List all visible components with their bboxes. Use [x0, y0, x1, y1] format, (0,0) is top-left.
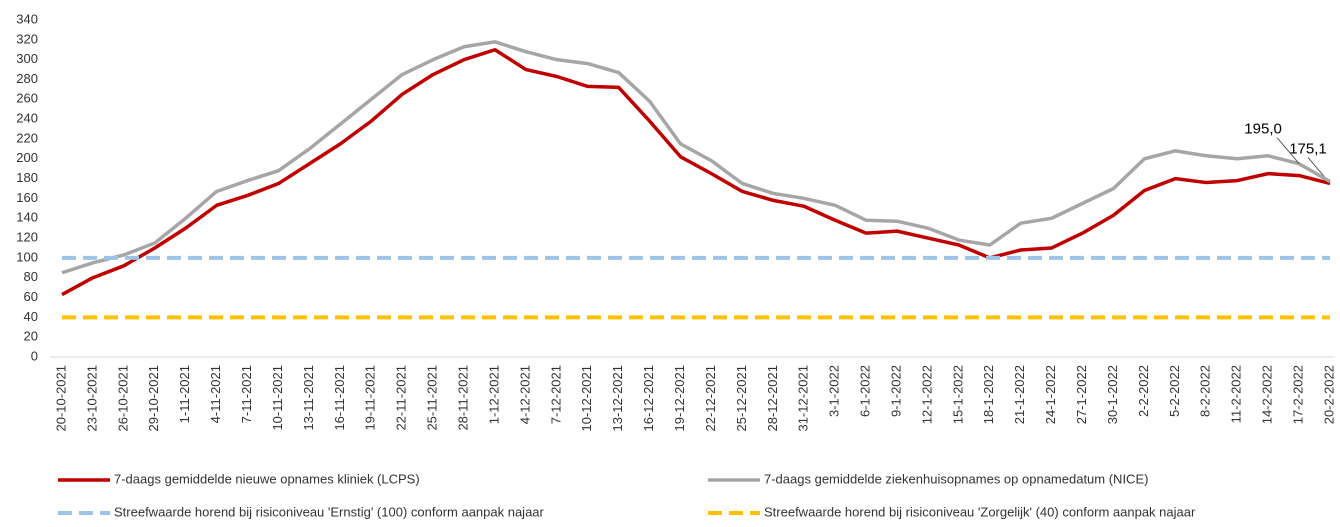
x-tick-label: 20-10-2021 — [53, 365, 68, 432]
x-tick-label: 25-12-2021 — [734, 365, 749, 432]
x-tick-label: 16-12-2021 — [641, 365, 656, 432]
x-tick-label: 7-12-2021 — [548, 365, 563, 424]
legend-label: 7-daags gemiddelde ziekenhuisopnames op … — [764, 471, 1148, 486]
x-tick-label: 16-11-2021 — [332, 365, 347, 431]
x-tick-label: 24-1-2022 — [1043, 365, 1058, 424]
x-tick-label: 19-12-2021 — [672, 365, 687, 432]
y-tick-label: 300 — [16, 51, 38, 66]
x-tick-label: 22-12-2021 — [703, 365, 718, 432]
value-label: 175,1 — [1289, 140, 1327, 157]
y-tick-label: 240 — [16, 111, 38, 126]
y-tick-label: 180 — [16, 170, 38, 185]
x-tick-label: 12-1-2022 — [919, 365, 934, 424]
y-tick-label: 160 — [16, 190, 38, 205]
y-tick-label: 20 — [24, 329, 38, 344]
y-tick-label: 200 — [16, 150, 38, 165]
x-tick-label: 6-1-2022 — [858, 365, 873, 417]
y-tick-label: 140 — [16, 210, 38, 225]
value-label: 195,0 — [1244, 121, 1282, 138]
x-tick-label: 22-11-2021 — [394, 365, 409, 431]
y-tick-label: 100 — [16, 249, 38, 264]
x-tick-label: 3-1-2022 — [827, 365, 842, 417]
x-tick-label: 21-1-2022 — [1012, 365, 1027, 424]
x-tick-label: 25-11-2021 — [425, 365, 440, 431]
x-tick-label: 15-1-2022 — [950, 365, 965, 424]
x-tick-label: 23-10-2021 — [84, 365, 99, 432]
x-tick-label: 5-2-2022 — [1167, 365, 1182, 417]
x-tick-label: 2-2-2022 — [1136, 365, 1151, 417]
x-tick-label: 27-1-2022 — [1074, 365, 1089, 424]
y-tick-label: 220 — [16, 130, 38, 145]
x-tick-label: 4-11-2021 — [208, 365, 223, 423]
y-tick-label: 40 — [24, 309, 38, 324]
x-tick-label: 14-2-2022 — [1260, 365, 1275, 424]
x-tick-label: 19-11-2021 — [363, 365, 378, 431]
series-line — [61, 47, 1331, 297]
x-tick-label: 1-11-2021 — [177, 365, 192, 423]
legend-label: 7-daags gemiddelde nieuwe opnames klinie… — [114, 471, 420, 486]
x-tick-label: 31-12-2021 — [796, 365, 811, 432]
x-tick-label: 29-10-2021 — [146, 365, 161, 432]
x-tick-label: 10-12-2021 — [579, 365, 594, 432]
x-tick-label: 10-11-2021 — [270, 365, 285, 431]
x-tick-label: 13-12-2021 — [610, 365, 625, 432]
x-tick-label: 26-10-2021 — [115, 365, 130, 432]
y-tick-label: 120 — [16, 229, 38, 244]
series-line — [61, 40, 1331, 275]
x-tick-label: 1-12-2021 — [486, 365, 501, 424]
x-tick-label: 20-2-2022 — [1321, 365, 1336, 424]
x-tick-label: 4-12-2021 — [517, 365, 532, 424]
x-tick-label: 18-1-2022 — [981, 365, 996, 424]
legend-label: Streefwaarde horend bij risiconiveau 'Zo… — [764, 504, 1196, 519]
x-tick-label: 7-11-2021 — [239, 365, 254, 423]
y-tick-label: 60 — [24, 289, 38, 304]
legend-label: Streefwaarde horend bij risiconiveau 'Er… — [114, 504, 545, 519]
y-tick-label: 340 — [16, 11, 38, 26]
x-tick-label: 17-2-2022 — [1291, 365, 1306, 424]
x-tick-label: 30-1-2022 — [1105, 365, 1120, 424]
x-tick-label: 8-2-2022 — [1198, 365, 1213, 417]
y-tick-label: 80 — [24, 269, 38, 284]
x-tick-label: 11-2-2022 — [1229, 365, 1244, 423]
y-tick-label: 260 — [16, 91, 38, 106]
label-leader — [1276, 137, 1300, 165]
y-tick-label: 320 — [16, 31, 38, 46]
y-tick-label: 0 — [31, 348, 38, 363]
x-tick-label: 9-1-2022 — [888, 365, 903, 417]
x-tick-label: 13-11-2021 — [301, 365, 316, 431]
y-tick-label: 280 — [16, 71, 38, 86]
x-tick-label: 28-11-2021 — [455, 365, 470, 431]
x-tick-label: 28-12-2021 — [765, 365, 780, 432]
